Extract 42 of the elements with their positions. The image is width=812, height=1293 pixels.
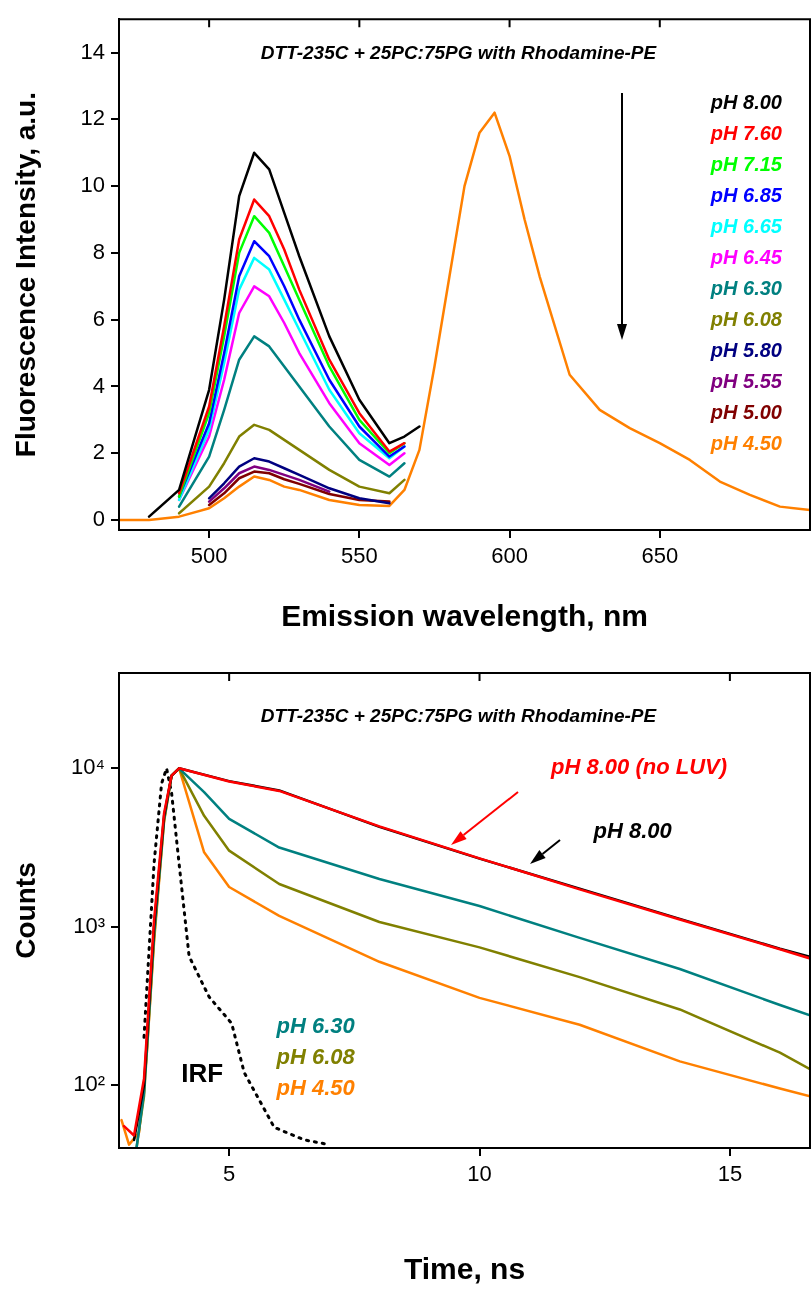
series-label: IRF bbox=[181, 1058, 224, 1089]
x-tick-label: 5 bbox=[223, 1161, 236, 1187]
text: pH 5.80 bbox=[709, 338, 782, 361]
y-tick-label: 4 bbox=[92, 372, 105, 398]
y-tick-label: 10³ bbox=[73, 912, 105, 938]
y-tick-label: 10 bbox=[80, 172, 105, 198]
text: pH 8.00 bbox=[709, 90, 782, 113]
y-tick-label: 6 bbox=[92, 305, 105, 331]
x-axis-title: Time, ns bbox=[403, 1252, 526, 1286]
text: pH 6.65 bbox=[709, 214, 783, 237]
y-tick-label: 8 bbox=[92, 238, 105, 264]
text: pH 5.55 bbox=[709, 369, 783, 392]
x-tick-label: 15 bbox=[717, 1161, 743, 1187]
y-tick-label: 10² bbox=[73, 1071, 105, 1097]
x-axis-title: Emission wavelength, nm bbox=[281, 599, 648, 633]
y-tick-label: 10⁴ bbox=[71, 754, 105, 780]
text: pH 6.45 bbox=[709, 245, 783, 268]
text: pH 7.15 bbox=[709, 152, 783, 175]
text: DTT-235C + 25PC:75PG with Rhodamine-PE bbox=[260, 42, 658, 64]
y-tick-label: 12 bbox=[80, 105, 105, 131]
text: pH 8.00 bbox=[592, 818, 673, 844]
y-tick-label: 14 bbox=[80, 38, 105, 64]
x-tick-label: 650 bbox=[641, 543, 679, 569]
text: pH 4.50 bbox=[275, 1075, 356, 1101]
x-tick-label: 500 bbox=[190, 543, 228, 569]
y-axis-title: Fluorescence Intensity, a.u. bbox=[9, 92, 41, 458]
text: pH 6.30 bbox=[709, 276, 782, 299]
text: pH 5.00 bbox=[709, 400, 782, 423]
text: pH 6.30 bbox=[275, 1012, 356, 1038]
x-tick-label: 550 bbox=[340, 543, 378, 569]
y-axis-title: Counts bbox=[9, 862, 41, 959]
series-label: pH 4.50 bbox=[709, 431, 782, 454]
text: pH 6.08 bbox=[275, 1044, 356, 1070]
y-tick-label: 0 bbox=[92, 506, 105, 532]
text: DTT-235C + 25PC:75PG with Rhodamine-PE bbox=[260, 705, 658, 727]
text: pH 7.60 bbox=[709, 121, 782, 144]
y-tick-label: 2 bbox=[92, 439, 105, 465]
text: pH 6.85 bbox=[709, 183, 783, 206]
x-tick-label: 600 bbox=[491, 543, 528, 569]
x-tick-label: 10 bbox=[467, 1161, 492, 1187]
text: pH 6.08 bbox=[709, 307, 783, 330]
text: pH 8.00 (no LUV) bbox=[550, 754, 728, 780]
